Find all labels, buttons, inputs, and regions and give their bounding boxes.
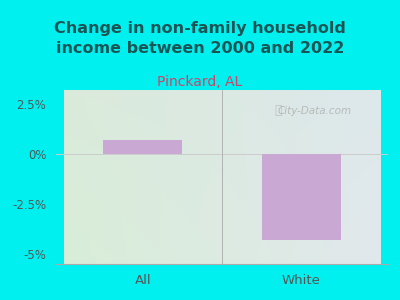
Text: ⦿: ⦿ bbox=[275, 104, 282, 117]
Bar bbox=[104, 140, 182, 154]
Text: City-Data.com: City-Data.com bbox=[278, 106, 352, 116]
Bar bbox=[262, 154, 340, 240]
Text: Change in non-family household
income between 2000 and 2022: Change in non-family household income be… bbox=[54, 21, 346, 56]
Text: Pinckard, AL: Pinckard, AL bbox=[157, 75, 243, 89]
